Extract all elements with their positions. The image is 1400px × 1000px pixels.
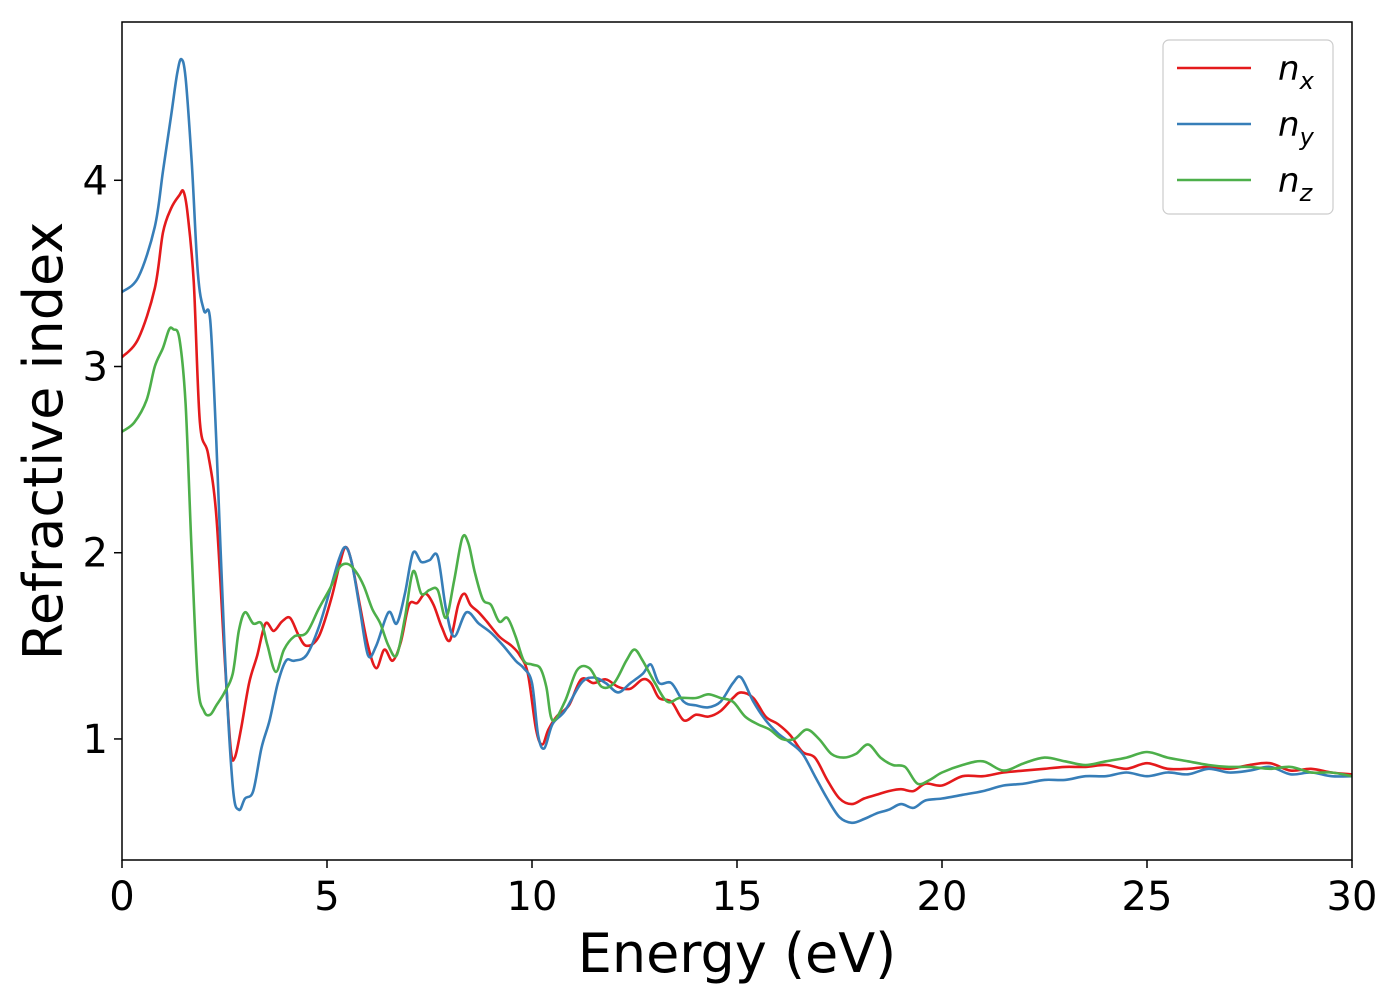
x-axis-title: Energy (eV) (578, 922, 897, 985)
y-tick-label: 1 (83, 717, 108, 763)
y-tick-label: 2 (83, 531, 108, 577)
x-tick-label: 5 (314, 874, 339, 920)
series-line-nx (122, 189, 1352, 806)
x-tick-label: 20 (917, 874, 968, 920)
y-tick-label: 4 (83, 158, 108, 204)
legend-label-ny: ny (1278, 105, 1315, 151)
legend-label-nz: nz (1278, 161, 1314, 207)
series-line-ny (122, 57, 1352, 825)
x-tick-label: 25 (1122, 874, 1173, 920)
legend-label-nx: nx (1278, 49, 1315, 95)
x-tick-label: 0 (109, 874, 134, 920)
x-tick-label: 15 (712, 874, 763, 920)
x-tick-label: 30 (1327, 874, 1378, 920)
y-tick-label: 3 (83, 345, 108, 391)
x-tick-label: 10 (507, 874, 558, 920)
legend-box (1162, 39, 1334, 215)
legend: nx ny nz (1162, 39, 1334, 215)
series-line-nz (122, 326, 1352, 786)
y-axis-title: Refractive index (12, 222, 75, 661)
